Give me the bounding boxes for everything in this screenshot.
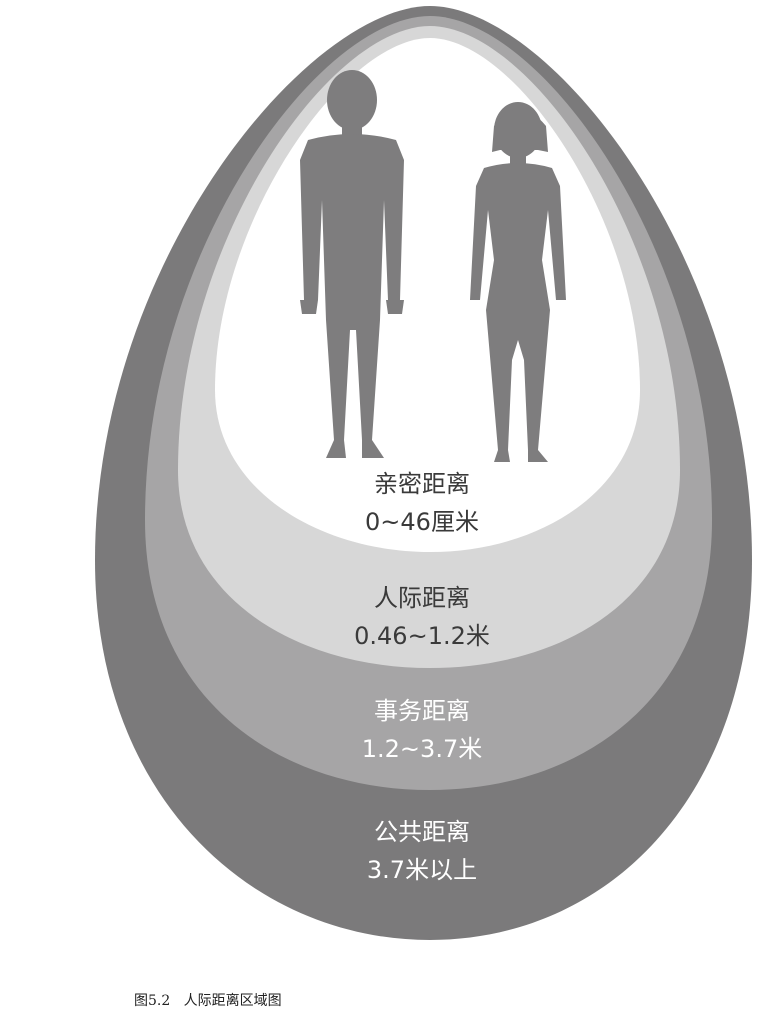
business-zone-name: 事务距离: [374, 697, 470, 725]
personal-space-diagram: 亲密距离 0~46厘米 人际距离 0.46~1.2米 事务距离 1.2~3.7米…: [95, 6, 752, 940]
public-zone-name: 公共距离: [374, 818, 470, 846]
male-figure-icon: [300, 70, 404, 458]
female-figure-icon: [470, 102, 566, 462]
caption-number: 图5.2: [134, 993, 171, 1009]
caption-title: 人际距离区域图: [183, 993, 282, 1009]
business-zone-range: 1.2~3.7米: [362, 735, 482, 763]
figure-caption: 图5.2 人际距离区域图: [134, 990, 282, 1010]
intimate-zone-name: 亲密距离: [374, 470, 470, 498]
intimate-zone-range: 0~46厘米: [365, 508, 479, 536]
personal-zone-range: 0.46~1.2米: [354, 622, 490, 650]
public-zone-range: 3.7米以上: [367, 856, 477, 884]
personal-zone-name: 人际距离: [374, 584, 470, 612]
